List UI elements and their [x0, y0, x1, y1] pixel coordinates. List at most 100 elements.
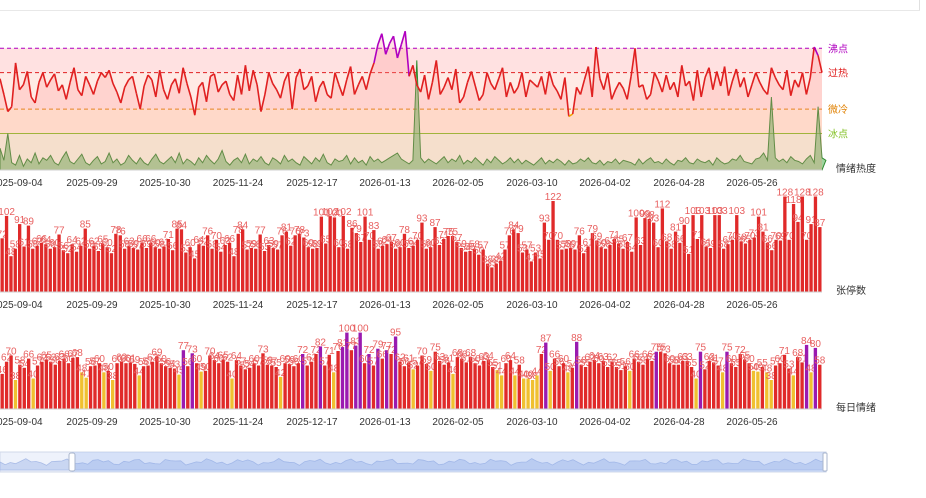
heat-line-segment	[240, 65, 247, 95]
slider-preview	[0, 458, 827, 471]
heat-line-segment	[357, 75, 364, 86]
limit-up-bar	[555, 239, 560, 292]
daily-sentiment-data-label: 58	[814, 356, 826, 367]
heat-line-segment	[116, 91, 122, 104]
limit-up-data-label: 57	[272, 241, 284, 252]
daily-sentiment-data-label: 60	[593, 354, 605, 365]
daily-sentiment-data-label: 57	[770, 357, 782, 368]
limit-up-bar	[241, 229, 245, 292]
heat-line-segment	[564, 77, 570, 117]
daily-sentiment-bar	[800, 362, 804, 409]
limit-up-bar	[258, 234, 262, 292]
limit-up-data-label: 53	[530, 244, 542, 255]
limit-up-panel: 7210248589161895862666458607756526454628…	[0, 188, 866, 298]
heat-line-segment	[248, 70, 254, 92]
heat-line-segment	[657, 80, 664, 93]
limit-up-tick-label: 2025-10-30	[139, 300, 191, 311]
limit-up-bar	[761, 231, 765, 292]
limit-up-data-label: 54	[71, 243, 83, 254]
limit-up-bar	[813, 196, 818, 292]
limit-up-data-label: 85	[80, 220, 92, 231]
limit-up-data-label: 61	[583, 238, 595, 249]
heat-line-segment	[758, 81, 765, 91]
heat-line-segment	[813, 46, 819, 56]
daily-sentiment-data-label: 59	[284, 355, 296, 366]
daily-sentiment-data-label: 57	[266, 357, 278, 368]
limit-up-bar	[420, 222, 424, 292]
slider-handle-left[interactable]	[68, 452, 76, 472]
daily-sentiment-data-label: 60	[558, 354, 570, 365]
limit-up-bar	[297, 233, 302, 292]
limit-up-bar	[271, 248, 275, 292]
daily-sentiment-data-label: 62	[147, 353, 159, 364]
limit-up-bar	[586, 246, 590, 292]
limit-up-data-label: 66	[137, 234, 149, 245]
daily-sentiment-bar	[499, 375, 504, 409]
daily-sentiment-data-label: 42	[275, 368, 287, 379]
limit-up-data-label: 62	[408, 237, 420, 248]
heat-line-segment	[291, 77, 297, 110]
daily-sentiment-bar	[756, 371, 760, 409]
limit-up-data-label: 59	[565, 239, 577, 250]
limit-up-data-label: 38	[482, 255, 494, 266]
daily-sentiment-bar	[354, 345, 358, 409]
limit-up-data-label: 90	[679, 216, 691, 227]
limit-up-data-label: 59	[268, 239, 280, 250]
daily-sentiment-bar	[411, 369, 415, 409]
heat-line-segment	[571, 87, 578, 115]
heat-tick-label: 2025-10-30	[139, 178, 191, 189]
limit-up-data-label: 59	[456, 239, 468, 250]
limit-up-data-label: 76	[290, 226, 302, 237]
limit-up-data-label: 89	[23, 217, 35, 228]
limit-up-bar	[385, 244, 389, 292]
heat-line-segment	[513, 86, 519, 94]
heat-line-segment	[104, 69, 110, 78]
daily-sentiment-data-label: 87	[540, 334, 552, 345]
heat-line-segment	[256, 84, 262, 112]
heat-line-segment	[575, 86, 582, 95]
limit-up-bar	[573, 249, 577, 292]
limit-up-tick-label: 2026-03-10	[506, 300, 558, 311]
heat-line-segment	[45, 79, 52, 88]
daily-sentiment-bar	[552, 358, 557, 409]
limit-up-tick-label: 2025-09-29	[66, 300, 118, 311]
data-zoom-slider[interactable]	[0, 451, 828, 473]
limit-up-data-label: 45	[189, 249, 201, 260]
limit-up-data-label: 64	[381, 235, 393, 246]
daily-sentiment-bar	[239, 365, 243, 409]
daily-sentiment-bar	[517, 364, 521, 409]
heat-line-segment	[494, 78, 500, 90]
daily-sentiment-bar	[703, 369, 707, 409]
limit-up-bar	[582, 253, 586, 292]
limit-up-data-label: 45	[534, 249, 546, 260]
limit-up-bar	[429, 247, 433, 292]
daily-sentiment-data-label: 62	[584, 353, 596, 364]
daily-sentiment-tick-label: 2025-09-29	[66, 417, 118, 428]
heat-line-segment	[18, 84, 25, 91]
daily-sentiment-data-label: 100	[352, 324, 369, 335]
limit-up-data-label: 52	[106, 244, 118, 255]
daily-sentiment-data-label: 60	[744, 354, 756, 365]
limit-up-bar	[153, 247, 157, 292]
daily-sentiment-panel: 4662703858546640576265625863666067684841…	[0, 324, 876, 414]
limit-up-data-label: 70	[543, 231, 555, 242]
limit-up-bar	[770, 250, 774, 292]
daily-sentiment-data-label: 63	[54, 352, 66, 363]
daily-sentiment-bar	[71, 357, 75, 409]
limit-up-bar	[144, 248, 149, 292]
limit-up-data-label: 58	[250, 240, 262, 251]
daily-sentiment-data-label: 60	[500, 354, 512, 365]
limit-up-data-label: 58	[390, 240, 402, 251]
daily-sentiment-data-label: 61	[403, 353, 415, 364]
daily-sentiment-data-label: 56	[182, 357, 194, 368]
slider-handle-right[interactable]	[822, 452, 828, 472]
daily-sentiment-bar	[778, 363, 782, 409]
limit-up-bar	[717, 215, 721, 292]
daily-sentiment-data-label: 65	[41, 350, 53, 361]
limit-up-data-label: 93	[539, 214, 551, 225]
daily-sentiment-bar	[522, 378, 526, 409]
limit-up-data-label: 67	[355, 233, 367, 244]
limit-up-bar	[691, 215, 695, 292]
limit-up-data-label: 58	[119, 240, 131, 251]
